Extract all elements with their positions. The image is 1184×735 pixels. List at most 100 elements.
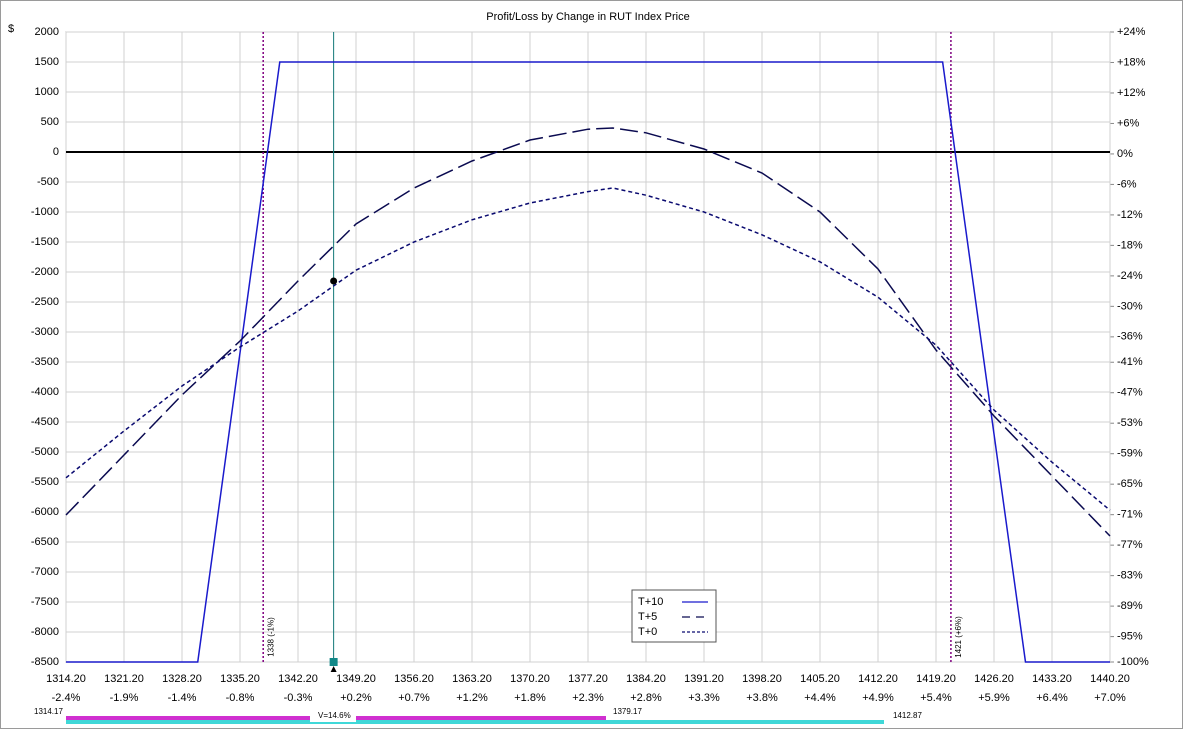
x-tick-label: 1370.20 — [510, 673, 550, 685]
y2-tick-label: -36% — [1117, 331, 1143, 343]
y-tick-label: -7000 — [31, 566, 59, 578]
y-tick-label: -2500 — [31, 296, 59, 308]
x-tick-label: 1321.20 — [104, 673, 144, 685]
x-pct-label: +1.8% — [514, 692, 546, 704]
y-tick-label: -6500 — [31, 536, 59, 548]
y-tick-label: -3500 — [31, 356, 59, 368]
x-tick-label: 1412.20 — [858, 673, 898, 685]
x-tick-label: 1314.20 — [46, 673, 86, 685]
range-bar: 1314.17 V=14.6% 1379.17 1412.87 — [34, 707, 922, 724]
y2-tick-label: -6% — [1117, 178, 1137, 190]
y2-tick-label: -71% — [1117, 509, 1143, 521]
vol-label-bg — [310, 712, 356, 722]
y-tick-label: -3000 — [31, 326, 59, 338]
y-tick-label: 500 — [41, 116, 59, 128]
current-price-arrow — [330, 666, 337, 672]
y-tick-label: 1000 — [35, 86, 59, 98]
y-tick-label: -7500 — [31, 596, 59, 608]
x-pct-label: +1.2% — [456, 692, 488, 704]
y2-tick-label: -83% — [1117, 570, 1143, 582]
x-tick-label: 1363.20 — [452, 673, 492, 685]
y2-tick-label: +18% — [1117, 56, 1146, 68]
current-marker — [330, 277, 338, 285]
x-pct-label: +7.0% — [1094, 692, 1126, 704]
y-tick-label: -4000 — [31, 386, 59, 398]
x-tick-label: 1356.20 — [394, 673, 434, 685]
x-pct-label: +4.9% — [862, 692, 894, 704]
x-pct-label: -2.4% — [52, 692, 81, 704]
range-mid-label: 1379.17 — [613, 707, 642, 716]
x-pct-label: +3.8% — [746, 692, 778, 704]
x-pct-label: +2.8% — [630, 692, 662, 704]
legend-label: T+5 — [638, 611, 657, 623]
y2-tick-label: -95% — [1117, 631, 1143, 643]
y-tick-label: 0 — [53, 146, 59, 158]
y2-tick-label: -30% — [1117, 300, 1143, 312]
x-tick-label: 1398.20 — [742, 673, 782, 685]
range-bar-high — [66, 720, 884, 724]
y2-tick-label: -89% — [1117, 600, 1143, 612]
y-tick-label: -1500 — [31, 236, 59, 248]
y2-tick-label: -47% — [1117, 387, 1143, 399]
x-pct-label: +5.9% — [978, 692, 1010, 704]
x-pct-label: +0.2% — [340, 692, 372, 704]
series-line — [65, 127, 1111, 537]
x-tick-label: 1342.20 — [278, 673, 318, 685]
y-tick-label: -4500 — [31, 416, 59, 428]
y2-tick-label: +6% — [1117, 117, 1140, 129]
y2-tick-label: -77% — [1117, 539, 1143, 551]
y2-tick-label: -18% — [1117, 239, 1143, 251]
breakeven-label: 1421 (+6%) — [954, 616, 963, 658]
legend-label: T+0 — [638, 626, 657, 638]
x-pct-label: -1.4% — [168, 692, 197, 704]
legend-box — [631, 589, 717, 643]
x-tick-label: 1433.20 — [1032, 673, 1072, 685]
y-tick-label: -8500 — [31, 656, 59, 668]
x-pct-label: +2.3% — [572, 692, 604, 704]
y-tick-label: -8000 — [31, 626, 59, 638]
x-tick-label: 1384.20 — [626, 673, 666, 685]
y-tick-label: 2000 — [35, 26, 59, 38]
x-tick-label: 1440.20 — [1090, 673, 1130, 685]
y2-tick-label: -59% — [1117, 448, 1143, 460]
series-line — [66, 61, 1110, 663]
legend-label: T+10 — [638, 596, 663, 608]
x-pct-label: -1.9% — [110, 692, 139, 704]
x-pct-label: +6.4% — [1036, 692, 1068, 704]
y2-tick-label: -100% — [1117, 656, 1149, 668]
vol-label: V=14.6% — [318, 711, 351, 720]
legend: T+10 T+5 T+0 — [631, 589, 717, 643]
y2-tick-label: -41% — [1117, 356, 1143, 368]
y2-tick-label: -53% — [1117, 417, 1143, 429]
y-tick-label: -500 — [37, 176, 59, 188]
y2-tick-label: 0% — [1117, 148, 1133, 160]
x-pct-label: +3.3% — [688, 692, 720, 704]
x-tick-label: 1391.20 — [684, 673, 724, 685]
range-high-label: 1412.87 — [893, 711, 922, 720]
y2-tick-label: -24% — [1117, 270, 1143, 282]
x-pct-label: +5.4% — [920, 692, 952, 704]
y-tick-label: -5500 — [31, 476, 59, 488]
y2-tick-label: -12% — [1117, 209, 1143, 221]
x-tick-label: 1328.20 — [162, 673, 202, 685]
x-pct-label: +0.7% — [398, 692, 430, 704]
x-pct-label: +4.4% — [804, 692, 836, 704]
y2-tick-label: +12% — [1117, 87, 1146, 99]
y-tick-label: -6000 — [31, 506, 59, 518]
range-low-label: 1314.17 — [34, 707, 63, 716]
y-tick-label: -2000 — [31, 266, 59, 278]
y2-tick-label: -65% — [1117, 478, 1143, 490]
chart-title: Profit/Loss by Change in RUT Index Price — [486, 11, 689, 23]
y-tick-label: -5000 — [31, 446, 59, 458]
x-pct-label: -0.8% — [226, 692, 255, 704]
x-tick-label: 1405.20 — [800, 673, 840, 685]
y-tick-label: -1000 — [31, 206, 59, 218]
x-tick-label: 1349.20 — [336, 673, 376, 685]
y-unit: $ — [8, 23, 14, 35]
x-pct-label: -0.3% — [284, 692, 313, 704]
x-tick-label: 1335.20 — [220, 673, 260, 685]
breakeven-label: 1338 (-1%) — [266, 617, 275, 657]
current-price-handle — [329, 658, 338, 666]
x-tick-label: 1377.20 — [568, 673, 608, 685]
